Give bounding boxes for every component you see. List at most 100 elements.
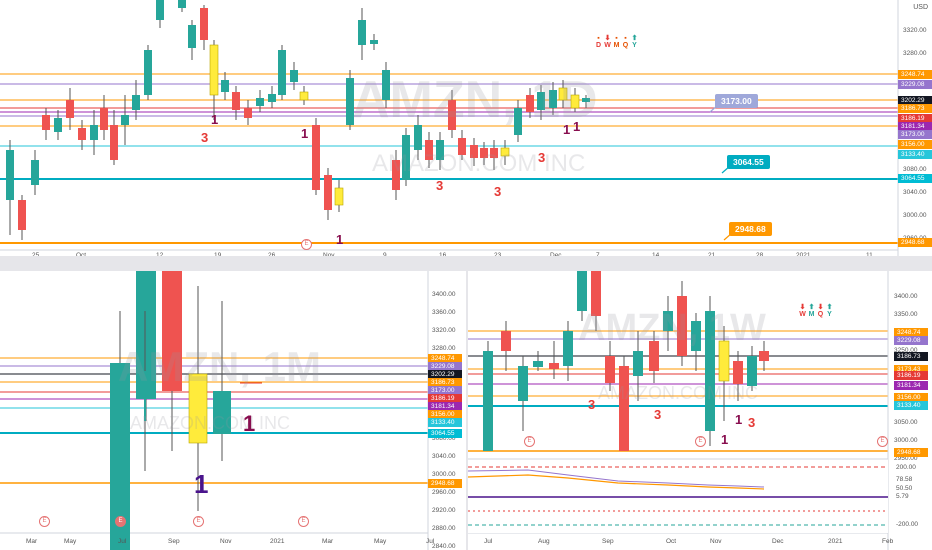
candle-body bbox=[605, 356, 615, 383]
price-tag: 3156.00 bbox=[894, 393, 928, 402]
candle-body bbox=[232, 92, 240, 110]
candle-body bbox=[518, 366, 528, 401]
y-axis-label: 3000.00 bbox=[903, 212, 927, 219]
x-axis-label: Oct bbox=[666, 538, 677, 545]
candle-body bbox=[278, 50, 286, 95]
candle-body bbox=[358, 20, 366, 45]
earnings-icon[interactable]: E bbox=[298, 516, 309, 527]
candle-body bbox=[18, 200, 26, 230]
candle-body bbox=[448, 100, 456, 130]
tf-y-label: Y bbox=[632, 42, 637, 49]
oscillator-label: 200.00 bbox=[896, 464, 916, 471]
price-tag: 3248.74 bbox=[898, 70, 932, 79]
earnings-icon[interactable]: E bbox=[301, 239, 312, 250]
x-axis-label: Jul bbox=[426, 538, 435, 545]
tf-w-label: W bbox=[799, 311, 806, 318]
candle-body bbox=[6, 150, 14, 200]
tf-m-arrow-icon: ▪ bbox=[615, 35, 618, 42]
pane-divider-horizontal[interactable] bbox=[0, 256, 932, 271]
candle-body bbox=[200, 8, 208, 40]
callout-3064[interactable]: 3064.55 bbox=[727, 155, 770, 169]
candle-body bbox=[563, 331, 573, 366]
price-tag: 3248.74 bbox=[428, 354, 462, 363]
y-axis-label: 2840.00 bbox=[432, 543, 456, 550]
x-axis-label: 14 bbox=[652, 252, 660, 256]
tf-y-arrow-icon: ⬆ bbox=[631, 35, 638, 42]
candle-body bbox=[436, 140, 444, 160]
candle-body bbox=[213, 391, 231, 434]
y-axis-label: 2880.00 bbox=[432, 525, 456, 532]
candle-body bbox=[244, 108, 252, 118]
tf-q-label: Q bbox=[622, 42, 629, 49]
x-axis-label: Dec bbox=[772, 538, 784, 545]
candle-body bbox=[549, 363, 559, 369]
daily-chart-canvas[interactable] bbox=[0, 0, 932, 256]
oscillator-label: 5.79 bbox=[896, 493, 909, 500]
currency-label: USD bbox=[913, 4, 928, 11]
x-axis-label: Dec bbox=[550, 252, 562, 256]
callout-3173[interactable]: 3173.00 bbox=[715, 94, 758, 108]
tf-y-arrow-icon: ⬆ bbox=[826, 304, 833, 311]
price-tag: 3181.34 bbox=[898, 122, 932, 131]
wave-mark: 1 bbox=[211, 112, 219, 127]
x-axis-label: Aug bbox=[538, 538, 550, 545]
y-axis-label: 3320.00 bbox=[903, 27, 927, 34]
x-axis-label: 11 bbox=[866, 252, 873, 256]
candle-body bbox=[78, 128, 86, 140]
price-tag: 3229.08 bbox=[894, 336, 928, 345]
price-tag: 3248.74 bbox=[894, 328, 928, 337]
earnings-icon[interactable]: E bbox=[524, 436, 535, 447]
pane-divider-vertical[interactable] bbox=[466, 271, 468, 550]
weekly-chart-canvas[interactable] bbox=[468, 271, 932, 550]
x-axis-label: Oct bbox=[76, 252, 87, 256]
candle-body bbox=[414, 125, 422, 150]
x-axis-label: Nov bbox=[710, 538, 722, 545]
y-axis-label: 3400.00 bbox=[432, 291, 456, 298]
candle-body bbox=[346, 78, 354, 125]
candle-body bbox=[500, 147, 510, 157]
y-axis-label: 2920.00 bbox=[432, 507, 456, 514]
y-axis-label: 2960.00 bbox=[432, 489, 456, 496]
candle-body bbox=[483, 351, 493, 451]
price-tag: 3181.34 bbox=[428, 402, 462, 411]
earnings-icon[interactable]: E bbox=[193, 516, 204, 527]
x-axis-label: Sep bbox=[602, 538, 614, 545]
monthly-chart-canvas[interactable] bbox=[0, 271, 466, 550]
candle-body bbox=[558, 87, 568, 101]
price-tag: 3173.43 bbox=[894, 365, 928, 374]
tf-q-arrow-icon: ▪ bbox=[624, 35, 627, 42]
tf-y-label: Y bbox=[827, 311, 832, 318]
candle-body bbox=[649, 341, 659, 371]
earnings-icon[interactable]: E bbox=[695, 436, 706, 447]
monthly-chart-pane[interactable]: AMZN, 1M AMAZON.COM INC 1 1 E E E E 3400… bbox=[0, 271, 466, 550]
candle-body bbox=[90, 125, 98, 140]
candle-body bbox=[66, 100, 74, 118]
candle-body bbox=[334, 187, 344, 206]
earnings-icon[interactable]: E bbox=[115, 516, 126, 527]
candle-body bbox=[256, 98, 264, 106]
candle-body bbox=[425, 140, 433, 160]
candle-body bbox=[188, 25, 196, 48]
earnings-icon[interactable]: E bbox=[877, 436, 888, 447]
candle-body bbox=[188, 373, 208, 444]
wave-mark: 3 bbox=[494, 184, 502, 199]
candle-body bbox=[370, 40, 378, 44]
x-axis-label: May bbox=[374, 538, 387, 545]
wave-mark: 3 bbox=[201, 130, 209, 145]
x-axis-label: Nov bbox=[220, 538, 232, 545]
price-tag: 3202.29 bbox=[428, 370, 462, 379]
x-axis-label: Feb bbox=[882, 538, 894, 545]
callout-2948[interactable]: 2948.68 bbox=[729, 222, 772, 236]
earnings-icon[interactable]: E bbox=[39, 516, 50, 527]
wave-mark: 3 bbox=[654, 407, 662, 422]
oscillator-label: 50.50 bbox=[896, 485, 913, 492]
candle-body bbox=[299, 91, 309, 101]
tf-w-arrow-icon: ⬇ bbox=[799, 304, 806, 311]
tf-d-label: D bbox=[595, 42, 602, 49]
candle-body bbox=[290, 70, 298, 82]
candle-body bbox=[718, 340, 730, 382]
tf-d-arrow-icon: ▪ bbox=[597, 35, 600, 42]
